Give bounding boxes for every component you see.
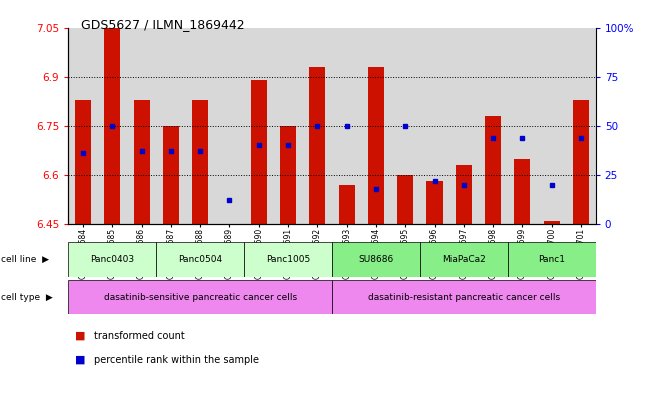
Bar — [68, 242, 156, 277]
Bar — [449, 28, 478, 224]
Bar — [573, 99, 589, 224]
Text: SU8686: SU8686 — [358, 255, 394, 264]
Bar — [303, 28, 332, 224]
Bar — [215, 28, 244, 224]
Bar — [186, 28, 215, 224]
Bar — [361, 28, 391, 224]
Bar — [332, 28, 361, 224]
Bar — [192, 99, 208, 224]
Bar — [75, 99, 91, 224]
Bar — [514, 158, 531, 224]
Bar — [309, 67, 326, 224]
Bar — [156, 28, 186, 224]
Bar — [68, 28, 98, 224]
Bar — [332, 242, 420, 277]
Bar — [485, 116, 501, 224]
Text: MiaPaCa2: MiaPaCa2 — [442, 255, 486, 264]
Bar — [537, 28, 566, 224]
Text: GDS5627 / ILMN_1869442: GDS5627 / ILMN_1869442 — [81, 18, 245, 31]
Bar — [127, 28, 156, 224]
Text: Panc1005: Panc1005 — [266, 255, 310, 264]
Bar — [68, 280, 332, 314]
Text: Panc0403: Panc0403 — [90, 255, 134, 264]
Bar — [339, 185, 355, 224]
Text: cell line  ▶: cell line ▶ — [1, 255, 49, 264]
Bar — [273, 28, 303, 224]
Bar — [163, 126, 179, 224]
Bar — [332, 280, 596, 314]
Bar — [397, 175, 413, 224]
Bar — [508, 242, 596, 277]
Bar — [478, 28, 508, 224]
Bar — [280, 126, 296, 224]
Bar — [244, 28, 273, 224]
Text: cell type  ▶: cell type ▶ — [1, 293, 53, 301]
Bar — [426, 182, 443, 224]
Bar — [244, 242, 332, 277]
Bar — [391, 28, 420, 224]
Bar — [104, 28, 120, 224]
Text: Panc1: Panc1 — [538, 255, 565, 264]
Bar — [156, 242, 244, 277]
Bar — [508, 28, 537, 224]
Text: percentile rank within the sample: percentile rank within the sample — [94, 354, 259, 365]
Bar — [456, 165, 472, 224]
Bar — [251, 80, 267, 224]
Text: Panc0504: Panc0504 — [178, 255, 222, 264]
Bar — [98, 28, 127, 224]
Text: dasatinib-sensitive pancreatic cancer cells: dasatinib-sensitive pancreatic cancer ce… — [104, 293, 297, 301]
Bar — [566, 28, 596, 224]
Text: dasatinib-resistant pancreatic cancer cells: dasatinib-resistant pancreatic cancer ce… — [368, 293, 560, 301]
Bar — [544, 221, 560, 224]
Text: ■: ■ — [75, 331, 85, 341]
Bar — [368, 67, 384, 224]
Text: transformed count: transformed count — [94, 331, 185, 341]
Text: ■: ■ — [75, 354, 85, 365]
Bar — [133, 99, 150, 224]
Bar — [420, 242, 508, 277]
Bar — [420, 28, 449, 224]
